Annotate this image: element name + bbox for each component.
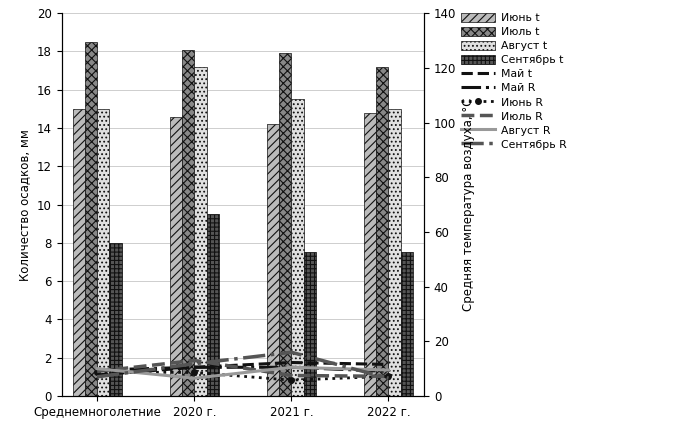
Bar (194, 67, 207, 396)
Y-axis label: Количество осадков, мм: Количество осадков, мм (18, 128, 31, 281)
Legend: Июнь t, Июль t, Август t, Сентябрь t, Май t, Май R, Июнь R, Июль R, Август R, Се: Июнь t, Июль t, Август t, Сентябрь t, Ма… (458, 11, 568, 152)
Bar (304, 253, 316, 396)
Bar (401, 253, 413, 396)
Bar (170, 117, 182, 396)
Bar (207, 214, 219, 396)
Bar (109, 243, 122, 396)
Bar (279, 53, 291, 396)
Bar (376, 67, 389, 396)
Y-axis label: Средняя температура воздуха, °С: Средняя температура воздуха, °С (462, 98, 475, 312)
Bar (73, 109, 85, 396)
Bar (182, 50, 194, 396)
Bar (267, 124, 279, 396)
Bar (85, 42, 97, 396)
Bar (97, 109, 109, 396)
Bar (364, 113, 376, 396)
Bar (389, 109, 401, 396)
Bar (291, 99, 304, 396)
